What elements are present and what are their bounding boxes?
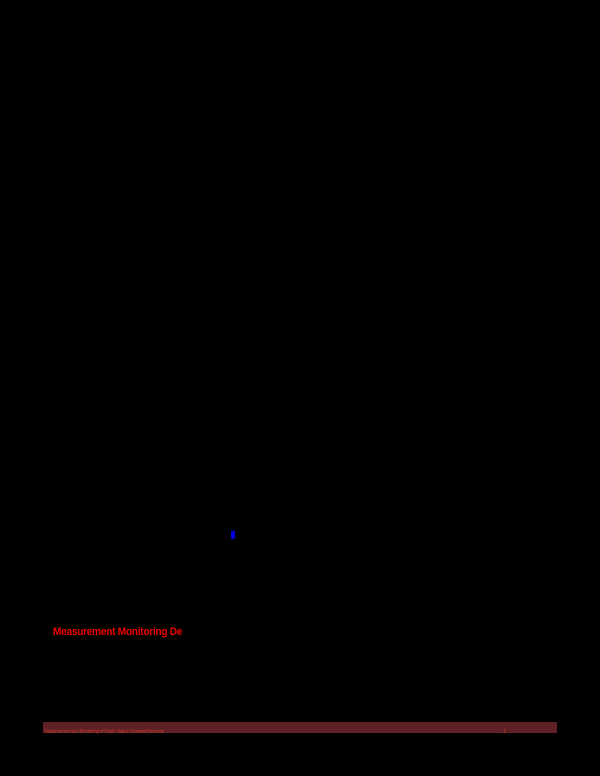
footer-rule <box>43 722 557 733</box>
footer-caption: 1 Measurement and Monitoring of Depth Da… <box>45 729 506 735</box>
page-headline: Measurement Monitoring Depth 2017 <box>53 626 182 638</box>
blue-marker-icon[interactable] <box>231 531 235 539</box>
footer-caption-text: Measurement and Monitoring of Depth Data… <box>45 729 164 735</box>
page-number: 1 <box>503 729 506 735</box>
